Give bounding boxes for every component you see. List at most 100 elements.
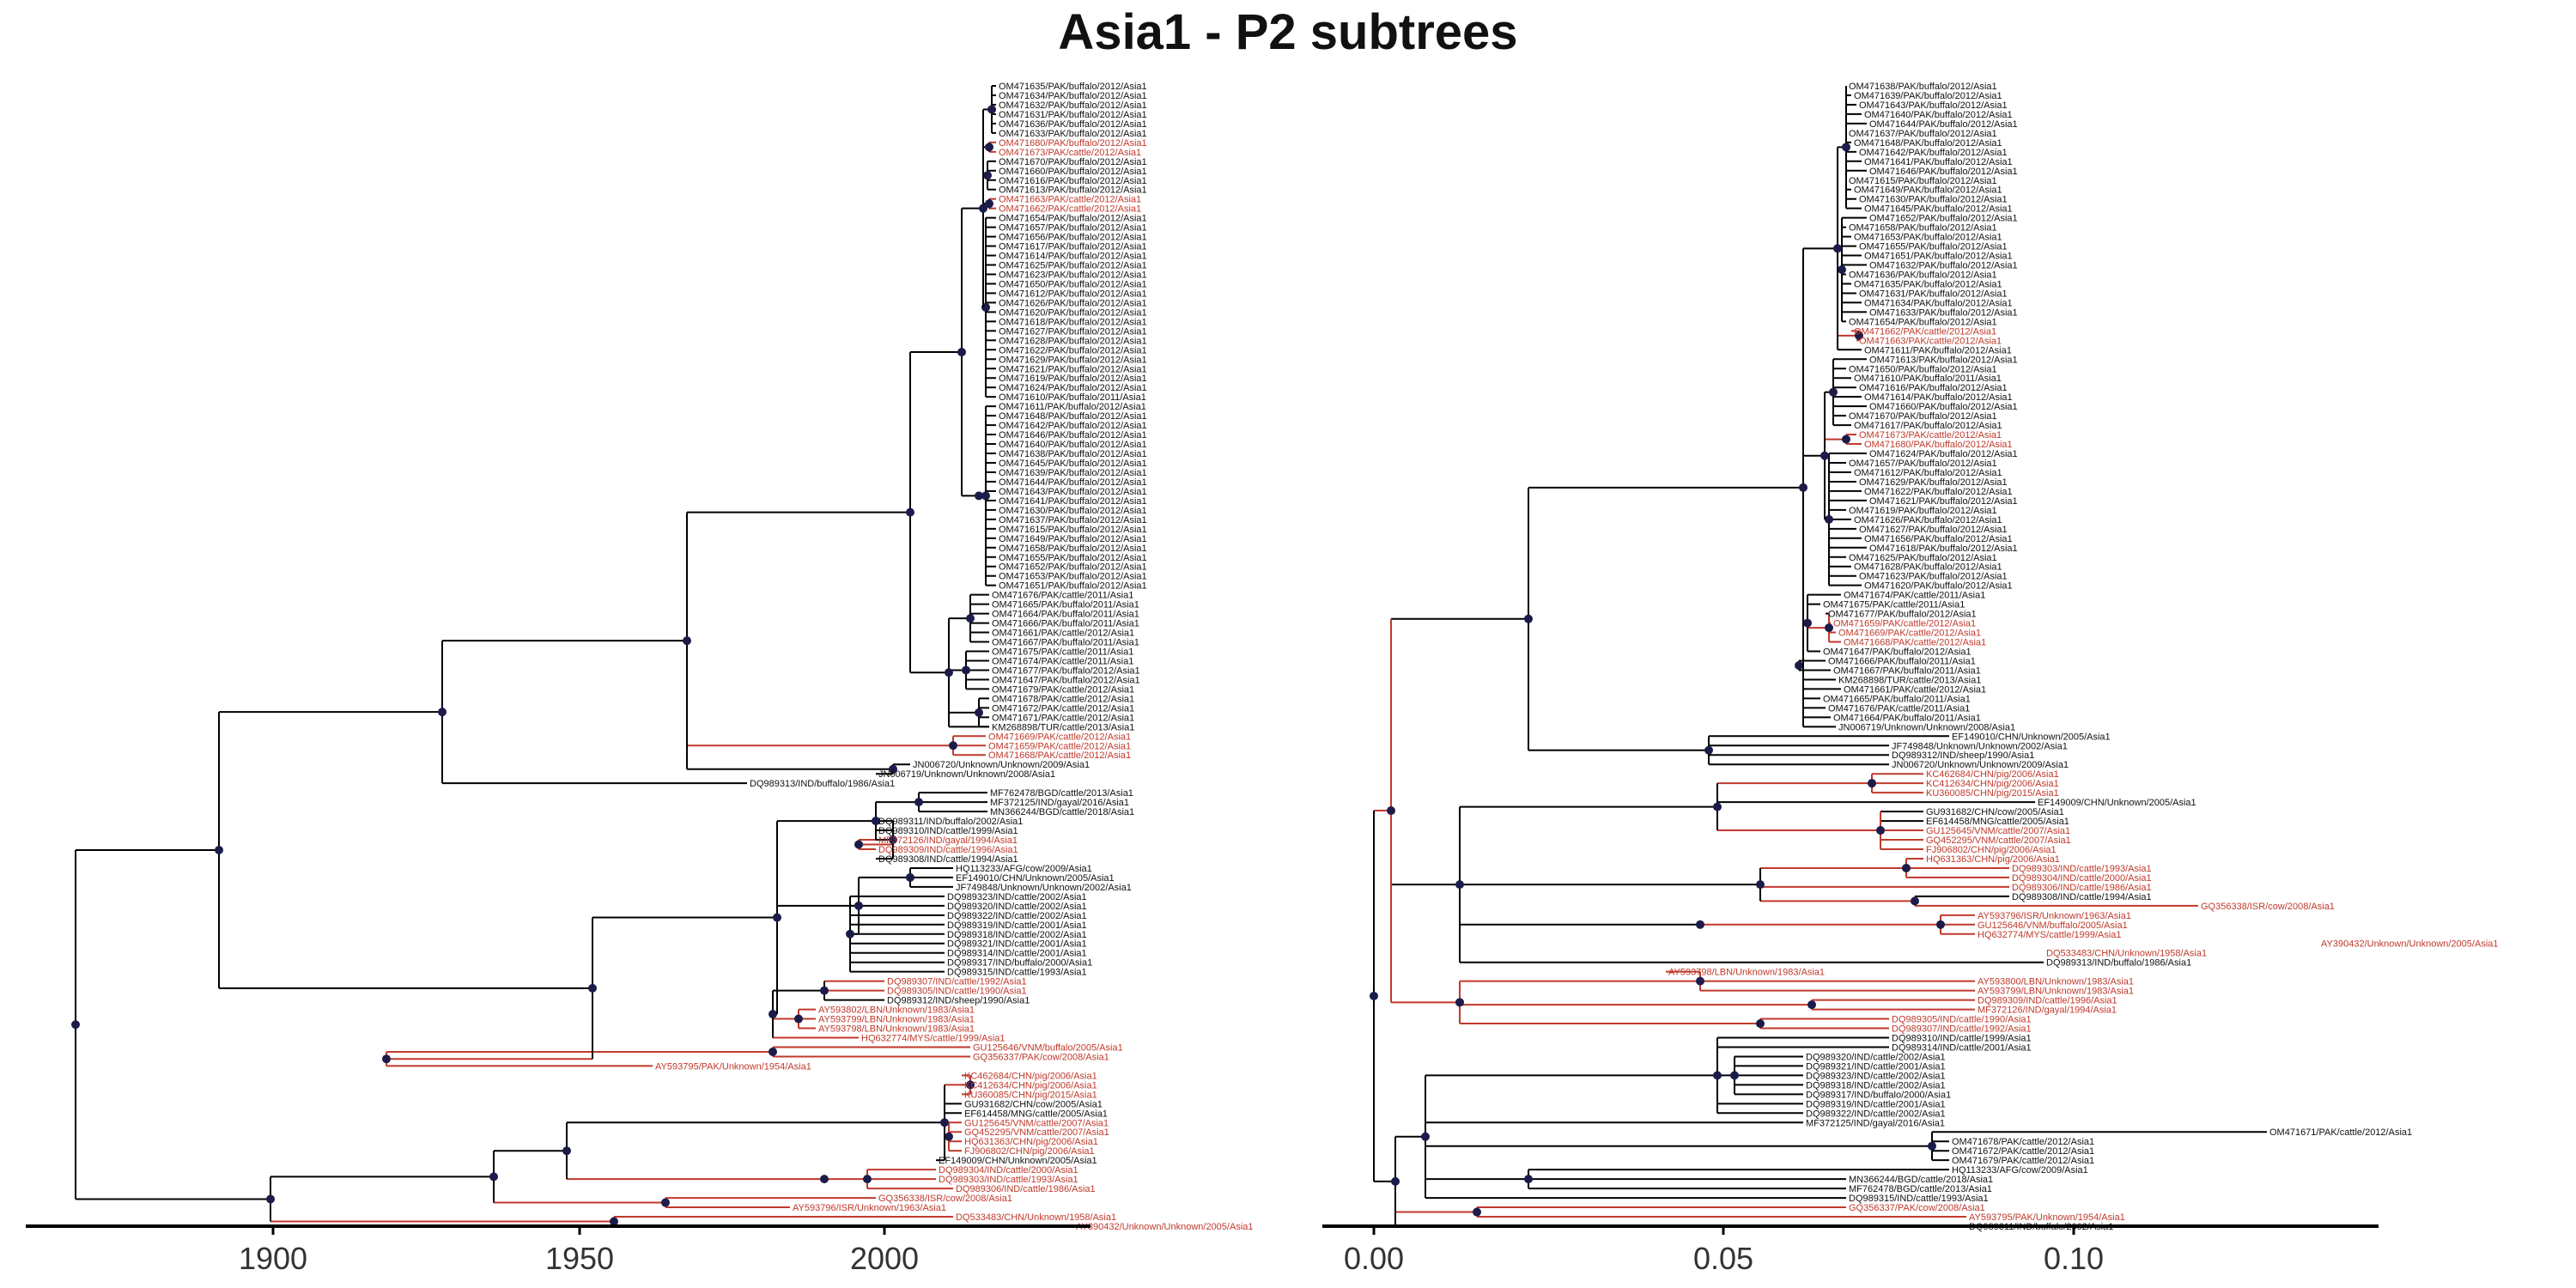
tip-label: OM471643/PAK/buffalo/2012/Asia1 [1859, 100, 2008, 111]
tip-label: GQ356337/PAK/cow/2008/Asia1 [1849, 1203, 1985, 1213]
tip-label: OM471616/PAK/buffalo/2012/Asia1 [999, 176, 1147, 186]
support-node [1928, 1141, 1936, 1151]
tip-label: KC462684/CHN/pig/2006/Asia1 [964, 1071, 1097, 1081]
tip-label: OM471633/PAK/buffalo/2012/Asia1 [1869, 307, 2018, 318]
tip-label: OM471674/PAK/cattle/2011/Asia1 [1844, 591, 1985, 601]
support-node [966, 1080, 975, 1090]
tip-label: OM471612/PAK/buffalo/2012/Asia1 [999, 289, 1147, 299]
support-node [1696, 920, 1704, 929]
support-node [1833, 244, 1842, 253]
tip-label: DQ989303/IND/cattle/1993/Asia1 [939, 1175, 1078, 1185]
tip-label: OM471647/PAK/buffalo/2012/Asia1 [1823, 647, 1971, 658]
support-node [1799, 483, 1807, 492]
tip-label: OM471626/PAK/buffalo/2012/Asia1 [999, 298, 1147, 308]
support-node [854, 901, 863, 910]
support-node [889, 835, 897, 845]
tip-label: OM471643/PAK/buffalo/2012/Asia1 [999, 487, 1147, 497]
support-node [794, 1014, 803, 1024]
x-axis-tick-label: 0.00 [1344, 1241, 1404, 1276]
support-node [966, 614, 975, 623]
page-title: Asia1 - P2 subtrees [1058, 4, 1518, 60]
tip-label: OM471613/PAK/buffalo/2012/Asia1 [999, 185, 1147, 196]
tip-label: OM471667/PAK/buffalo/2011/Asia1 [992, 638, 1139, 648]
support-node [945, 668, 953, 677]
support-node [1803, 618, 1812, 628]
tip-label: OM471671/PAK/cattle/2012/Asia1 [2269, 1127, 2412, 1138]
tip-label: OM471616/PAK/buffalo/2012/Asia1 [1859, 383, 2008, 393]
support-node [981, 491, 990, 501]
tip-label: OM471617/PAK/buffalo/2012/Asia1 [1854, 421, 2002, 431]
tip-label: OM471665/PAK/buffalo/2011/Asia1 [992, 600, 1139, 611]
tip-label: OM471611/PAK/buffalo/2012/Asia1 [999, 402, 1146, 412]
tip-label: OM471677/PAK/buffalo/2012/Asia1 [992, 665, 1140, 676]
support-node [1795, 660, 1803, 670]
tip-label: OM471664/PAK/buffalo/2011/Asia1 [992, 610, 1139, 620]
tip-label: OM471644/PAK/buffalo/2012/Asia1 [999, 477, 1147, 488]
tip-label: DQ989304/IND/cattle/2000/Asia1 [2012, 873, 2152, 884]
tip-label: OM471657/PAK/buffalo/2012/Asia1 [999, 223, 1147, 234]
tip-label: OM471636/PAK/buffalo/2012/Asia1 [1849, 270, 1997, 281]
tip-label: OM471678/PAK/cattle/2012/Asia1 [992, 694, 1134, 704]
tip-label: OM471655/PAK/buffalo/2012/Asia1 [1859, 242, 2008, 252]
support-node [215, 846, 223, 855]
tip-label: OM471652/PAK/buffalo/2012/Asia1 [999, 562, 1147, 573]
tip-label: DQ989312/IND/sheep/1990/Asia1 [887, 996, 1030, 1006]
tip-label: FJ906802/CHN/pig/2006/Asia1 [964, 1146, 1095, 1157]
tip-label: DQ989317/IND/buffalo/2000/Asia1 [1806, 1090, 1951, 1100]
tip-label: OM471613/PAK/buffalo/2012/Asia1 [1869, 355, 2018, 365]
tip-label: DQ989307/IND/cattle/1992/Asia1 [887, 977, 1027, 987]
tip-label: OM471638/PAK/buffalo/2012/Asia1 [1849, 82, 1997, 92]
tip-label: OM471666/PAK/buffalo/2011/Asia1 [992, 619, 1139, 629]
tip-label: DQ989323/IND/cattle/2002/Asia1 [947, 892, 1087, 902]
support-node [1455, 998, 1464, 1007]
tip-label: OM471631/PAK/buffalo/2012/Asia1 [999, 110, 1147, 120]
support-node [489, 1172, 498, 1182]
tip-label: DQ989307/IND/cattle/1992/Asia1 [1892, 1024, 2032, 1035]
tip-label: OM471621/PAK/buffalo/2012/Asia1 [999, 364, 1147, 374]
x-axis-tick-label: 2000 [850, 1241, 919, 1276]
tip-label: AY593802/LBN/Unknown/1983/Asia1 [818, 1005, 975, 1016]
tip-label: GU931682/CHN/cow/2005/Asia1 [1926, 807, 2064, 817]
support-node [769, 1010, 777, 1019]
tip-label: OM471648/PAK/buffalo/2012/Asia1 [1854, 138, 2002, 149]
tip-label: MF372125/IND/gayal/2016/Asia1 [990, 798, 1129, 808]
support-node [661, 1198, 670, 1207]
tip-label: OM471658/PAK/buffalo/2012/Asia1 [1849, 223, 1997, 234]
tip-label: DQ989318/IND/cattle/2002/Asia1 [947, 930, 1087, 940]
tip-label: OM471659/PAK/cattle/2012/Asia1 [1833, 619, 1976, 629]
support-node [1807, 1000, 1816, 1010]
tip-label: KC462684/CHN/pig/2006/Asia1 [1926, 769, 2059, 780]
tip-label: DQ989321/IND/cattle/2001/Asia1 [947, 939, 1087, 950]
tip-label: OM471663/PAK/cattle/2012/Asia1 [1859, 336, 2002, 346]
tip-label: JN006720/Unknown/Unknown/2009/Asia1 [913, 760, 1090, 770]
tip-label: GQ356337/PAK/cow/2008/Asia1 [973, 1052, 1109, 1062]
support-node [1524, 614, 1533, 623]
support-node [846, 929, 854, 939]
tip-label: DQ989310/IND/cattle/1999/Asia1 [1892, 1033, 2032, 1043]
support-node [1855, 331, 1863, 340]
tip-label: OM471636/PAK/buffalo/2012/Asia1 [999, 119, 1147, 130]
tip-label: HQ113233/AFG/cow/2009/Asia1 [1952, 1165, 2088, 1176]
tip-label: OM471630/PAK/buffalo/2012/Asia1 [1859, 195, 2008, 205]
tip-label: OM471628/PAK/buffalo/2012/Asia1 [999, 336, 1147, 346]
tip-label: OM471626/PAK/buffalo/2012/Asia1 [1854, 515, 2002, 526]
tip-label: DQ989322/IND/cattle/2002/Asia1 [1806, 1109, 1946, 1119]
support-node [683, 636, 691, 646]
tip-label: OM471653/PAK/buffalo/2012/Asia1 [1854, 233, 2002, 243]
tip-label: DQ989305/IND/cattle/1990/Asia1 [1892, 1015, 2032, 1025]
tip-label: OM471651/PAK/buffalo/2012/Asia1 [1864, 252, 2013, 262]
tip-label: DQ989309/IND/cattle/1996/Asia1 [878, 845, 1018, 855]
tip-label: OM471672/PAK/cattle/2012/Asia1 [1952, 1146, 2094, 1157]
support-node [438, 708, 447, 717]
tip-label: MF762478/BGD/cattle/2013/Asia1 [990, 788, 1133, 799]
tip-label: OM471638/PAK/buffalo/2012/Asia1 [999, 449, 1147, 459]
tip-label: OM471625/PAK/buffalo/2012/Asia1 [1849, 553, 1997, 563]
tip-label: MF372126/IND/gayal/1994/Asia1 [1978, 1005, 2117, 1016]
support-node [1842, 434, 1850, 444]
tip-label: DQ989321/IND/cattle/2001/Asia1 [1806, 1061, 1946, 1072]
tip-label: OM471646/PAK/buffalo/2012/Asia1 [999, 430, 1147, 440]
tip-label: OM471668/PAK/cattle/2012/Asia1 [988, 750, 1131, 761]
tip-label: OM471661/PAK/cattle/2012/Asia1 [992, 629, 1134, 639]
tip-label: GQ452295/VNM/cattle/2007/Asia1 [1926, 835, 2071, 846]
tip-label: OM471660/PAK/buffalo/2012/Asia1 [1869, 402, 2018, 412]
